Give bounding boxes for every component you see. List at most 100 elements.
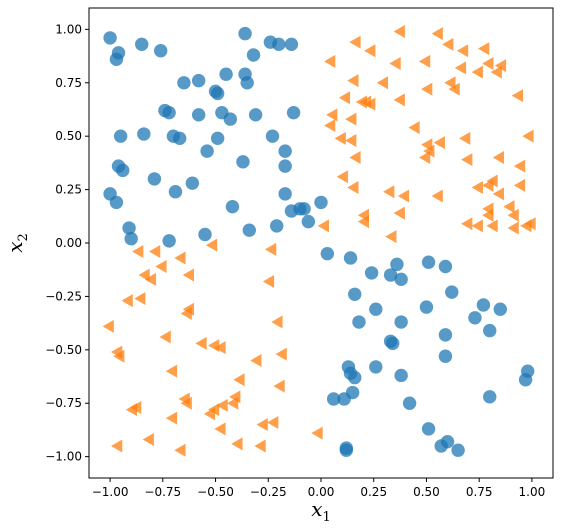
data-point [246, 48, 261, 62]
y-tick-label: 0.25 [55, 183, 82, 197]
data-point [451, 443, 465, 457]
data-point [200, 144, 214, 158]
data-point [461, 217, 473, 231]
data-point [142, 433, 154, 447]
x-tick-label: −0.50 [197, 485, 234, 499]
data-point [442, 37, 454, 51]
data-point [225, 199, 240, 214]
data-point [478, 42, 490, 56]
data-point [389, 57, 401, 71]
data-point [324, 54, 336, 68]
data-point [513, 159, 526, 173]
data-point [233, 373, 245, 387]
data-point [421, 422, 436, 436]
y-axis-label-main: x [3, 242, 27, 253]
data-point [275, 347, 287, 361]
data-point [486, 174, 498, 188]
data-point [165, 411, 178, 425]
x-axis-label-sub: 1 [323, 510, 331, 525]
data-point [272, 37, 286, 52]
data-point [301, 214, 316, 229]
data-point [357, 215, 370, 229]
data-point [165, 364, 178, 378]
data-point [174, 251, 186, 265]
y-axis-label-sub: 2 [16, 233, 31, 241]
data-point [214, 422, 226, 436]
data-point [286, 105, 301, 120]
data-point [518, 373, 533, 387]
y-tick-label: −0.50 [45, 343, 82, 357]
data-point [336, 170, 348, 184]
data-point [284, 204, 299, 218]
data-point [278, 144, 292, 158]
plot-area-frame [88, 7, 554, 479]
data-point [386, 336, 400, 351]
data-point [205, 238, 218, 252]
data-point [397, 189, 410, 203]
data-point [483, 390, 497, 404]
data-point [486, 219, 498, 233]
data-point [231, 437, 243, 451]
data-point [471, 65, 483, 79]
data-point [348, 287, 362, 301]
data-point [242, 223, 256, 237]
data-point [147, 172, 162, 186]
data-point [148, 245, 161, 259]
data-point [345, 385, 360, 400]
data-point [445, 285, 459, 299]
data-point [383, 268, 398, 282]
points-layer [102, 25, 536, 457]
data-point [219, 67, 233, 81]
data-point [423, 144, 435, 158]
data-point [191, 73, 206, 88]
data-point [418, 151, 431, 165]
data-point [198, 227, 212, 242]
data-point [482, 57, 494, 71]
data-point [208, 403, 220, 417]
data-point [468, 311, 482, 325]
data-point [311, 426, 323, 440]
data-point [419, 300, 434, 314]
data-point [270, 219, 284, 233]
data-point [364, 44, 376, 58]
data-point [492, 187, 505, 201]
x-tick-label: 0.25 [360, 485, 387, 499]
x-tick-label: −0.25 [250, 485, 287, 499]
data-point [271, 315, 283, 329]
data-point [448, 82, 460, 96]
data-point [137, 127, 151, 141]
data-point [278, 187, 292, 201]
data-point [369, 302, 383, 316]
data-point [250, 354, 262, 367]
data-point [278, 159, 292, 173]
data-point [402, 396, 417, 410]
data-point [349, 151, 361, 165]
data-point [182, 268, 194, 282]
data-point [507, 221, 519, 235]
y-tick-label: 0.75 [55, 76, 82, 90]
data-point [471, 219, 483, 233]
data-point [236, 155, 250, 169]
data-point [134, 292, 146, 306]
data-point [111, 439, 123, 453]
data-point [393, 206, 405, 220]
data-point [456, 44, 469, 58]
data-point [326, 108, 338, 122]
data-point [132, 245, 144, 259]
data-point [326, 392, 341, 406]
data-point [444, 76, 456, 90]
data-point [438, 328, 453, 342]
data-point [208, 339, 220, 353]
data-point [438, 349, 453, 363]
data-point [324, 119, 336, 132]
data-point [454, 61, 467, 75]
x-tick-label: 0.75 [466, 485, 493, 499]
y-tick-label: 0.50 [55, 129, 82, 143]
data-point [240, 76, 254, 90]
data-point [168, 185, 183, 199]
data-point [162, 234, 176, 248]
data-point [492, 151, 505, 165]
data-point [394, 368, 408, 383]
y-tick-label: −1.00 [45, 450, 82, 464]
